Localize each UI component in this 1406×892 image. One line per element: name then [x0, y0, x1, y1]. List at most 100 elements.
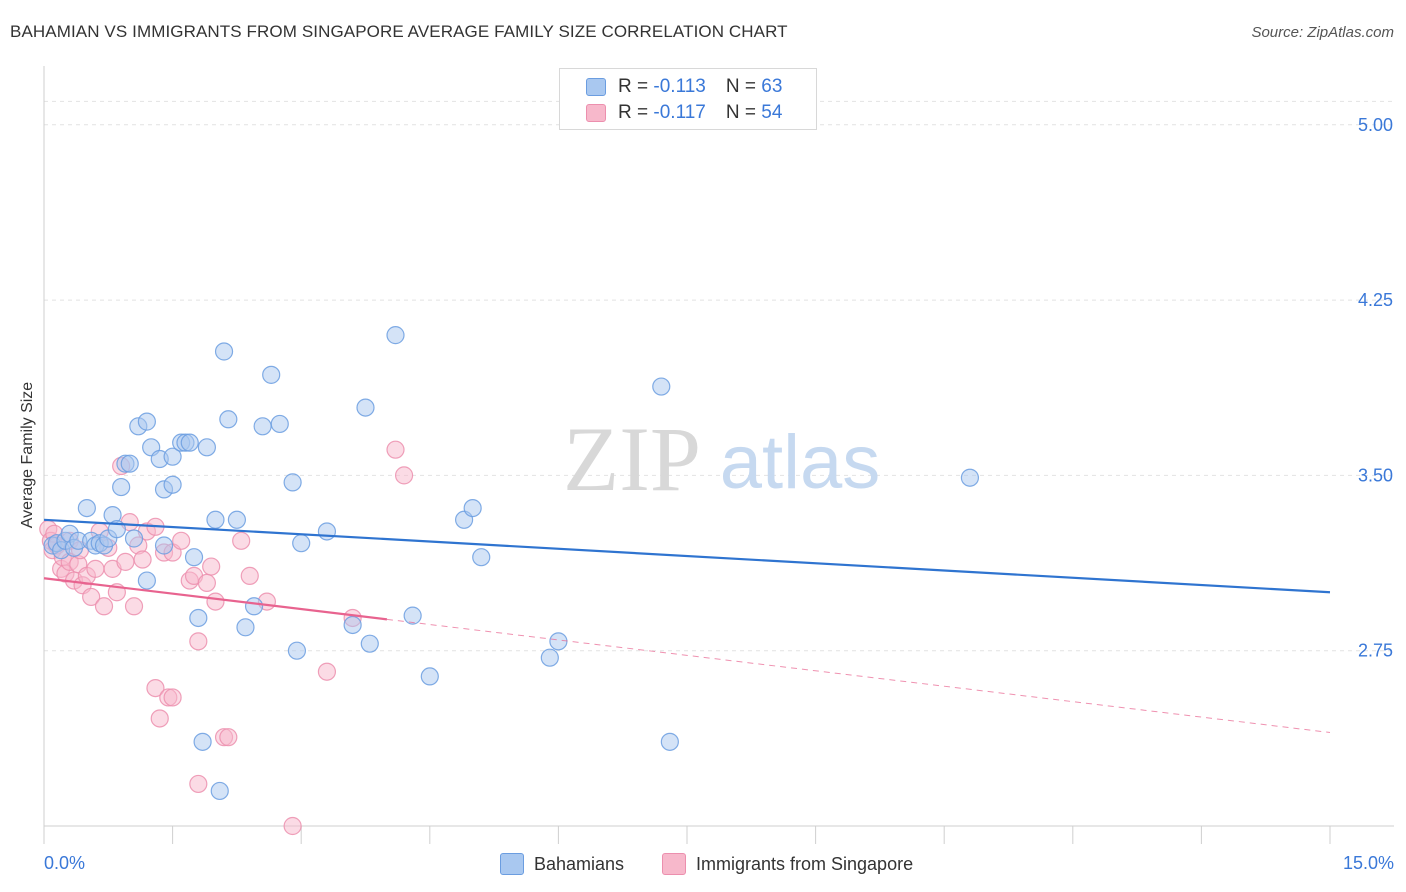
singapore-point	[317, 662, 337, 681]
singapore-point	[146, 678, 165, 698]
r-value: -0.117	[653, 102, 706, 123]
bahamians-point	[283, 473, 302, 492]
n-label: N =	[725, 102, 756, 123]
watermark: ZIP atlas	[563, 408, 880, 510]
bahamians-point	[112, 477, 131, 497]
bahamians-point	[120, 454, 139, 473]
singapore-point	[240, 566, 259, 585]
singapore-point	[172, 531, 191, 550]
watermark-atlas: atlas	[720, 420, 881, 505]
singapore-point	[232, 531, 251, 550]
bahamians-trend-line	[43, 518, 1331, 594]
y-tick-label: 2.75	[1358, 641, 1393, 661]
singapore-point	[116, 552, 135, 571]
bahamians-point	[214, 342, 234, 361]
bahamians-point	[180, 433, 199, 452]
bahamians-point	[292, 534, 311, 553]
axes	[43, 66, 1394, 844]
bahamians-point	[287, 641, 307, 660]
bahamians-point	[163, 447, 182, 466]
bahamians-point	[652, 377, 671, 396]
bahamians-point	[206, 510, 225, 529]
r-value: -0.113	[653, 76, 706, 97]
bahamians-point	[124, 529, 144, 548]
bahamians-point	[189, 608, 208, 628]
singapore-point	[394, 466, 414, 485]
bahamians-legend-label: Bahamians	[534, 853, 625, 874]
n-value: 63	[761, 76, 783, 97]
singapore-legend-label: Immigrants from Singapore	[696, 853, 914, 874]
y-tick-label: 3.50	[1358, 465, 1393, 485]
trend-lines	[43, 518, 1331, 733]
legend-item-bahamians: Bahamians	[500, 851, 624, 877]
source-label: Source: ZipAtlas.com	[1251, 24, 1394, 41]
bahamians-point	[660, 732, 679, 751]
bahamians-point	[270, 414, 289, 434]
stats-legend-row-bahamians: R = -0.113 N = 63	[586, 75, 782, 99]
x-tick-label-max: 15.0%	[1343, 853, 1394, 873]
bahamians-point	[244, 597, 264, 616]
bahamians-point	[236, 618, 255, 637]
bahamians-point	[253, 417, 272, 436]
singapore-trend-line-extension	[386, 618, 1331, 733]
bahamians-point	[343, 615, 362, 635]
singapore-swatch	[586, 104, 606, 122]
bahamians-point	[210, 781, 229, 801]
bahamians-point	[386, 326, 405, 345]
x-tick-label-min: 0.0%	[44, 853, 85, 873]
bahamians-point	[540, 648, 559, 667]
bahamians-point	[219, 410, 238, 429]
axis-labels: 5.00 4.25 3.50 2.75 0.0% 15.0%	[44, 115, 1394, 873]
bahamians-point	[960, 468, 980, 487]
stats-legend-row-singapore: R = -0.117 N = 54	[586, 101, 782, 125]
bahamians-point	[227, 510, 246, 529]
singapore-point	[283, 816, 302, 836]
y-tick-label: 4.25	[1358, 290, 1393, 310]
bahamians-point	[154, 536, 174, 555]
stats-legend: R = -0.113 N = 63 R = -0.117 N = 54	[559, 68, 817, 130]
singapore-legend-swatch	[662, 853, 686, 875]
singapore-point	[124, 597, 144, 616]
singapore-point	[86, 559, 105, 578]
legend-item-singapore: Immigrants from Singapore	[662, 851, 913, 877]
r-label: R =	[618, 102, 649, 123]
y-axis-label: Average Family Size	[19, 381, 36, 529]
singapore-point	[386, 440, 405, 459]
singapore-point	[202, 557, 221, 576]
bahamians-point	[262, 365, 281, 384]
bahamians-legend-swatch	[500, 853, 524, 875]
bahamians-point	[184, 548, 204, 567]
data-points	[39, 326, 980, 836]
singapore-point	[189, 632, 208, 651]
bahamians-point	[420, 667, 439, 686]
singapore-point	[219, 728, 238, 747]
bahamians-point	[197, 438, 216, 457]
singapore-point	[206, 592, 225, 611]
singapore-point	[133, 550, 152, 569]
bahamians-point	[137, 412, 156, 431]
singapore-point	[94, 597, 114, 616]
bahamians-point	[163, 475, 182, 494]
bahamians-point	[403, 606, 422, 625]
singapore-point	[189, 774, 208, 794]
singapore-point	[150, 709, 169, 728]
singapore-trend-line	[43, 577, 388, 621]
y-tick-label: 5.00	[1358, 115, 1393, 135]
bahamians-point	[463, 499, 482, 518]
chart-title: BAHAMIAN VS IMMIGRANTS FROM SINGAPORE AV…	[10, 22, 788, 41]
bahamians-point	[360, 634, 379, 653]
watermark-zip: ZIP	[563, 408, 701, 510]
singapore-point	[163, 688, 182, 707]
bahamians-point	[193, 732, 212, 751]
bahamians-point	[77, 499, 96, 518]
bahamians-point	[472, 548, 491, 567]
bahamians-point	[356, 398, 375, 417]
bahamians-swatch	[586, 78, 606, 96]
bahamians-point	[137, 571, 156, 590]
n-label: N =	[725, 76, 756, 97]
r-label: R =	[618, 76, 649, 97]
singapore-point	[82, 587, 101, 607]
singapore-point	[197, 573, 216, 593]
bahamians-point	[317, 522, 337, 541]
